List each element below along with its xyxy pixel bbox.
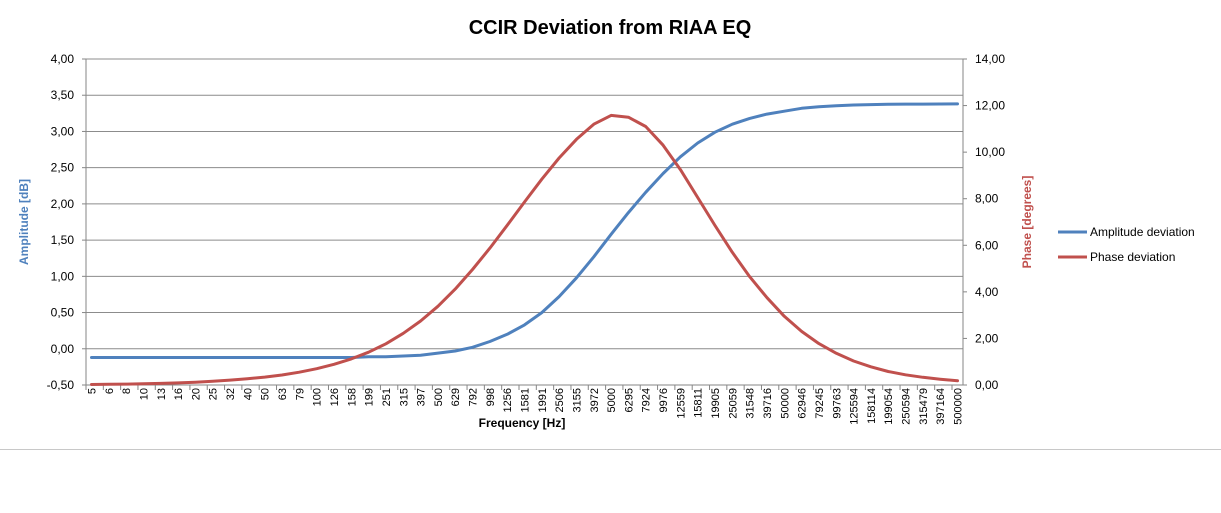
y-right-tick-label: 8,00 [975,192,999,206]
amplitude-series-line [90,102,959,359]
x-tick-label: 100 [312,388,324,406]
series-lines [90,102,959,386]
x-tick-label: 62946 [797,388,809,419]
x-tick-label: 315479 [918,388,930,425]
x-tick-label: 250594 [901,388,913,425]
x-tick-label: 199 [364,388,376,406]
y-left-tick-label: -0,50 [47,378,75,392]
x-tick-label: 315 [398,388,410,406]
x-tick-label: 6295 [623,388,635,412]
chart-title: CCIR Deviation from RIAA EQ [469,17,752,39]
y-left-tick-label: 2,00 [51,197,75,211]
x-tick-label: 397164 [935,388,947,425]
x-tick-label: 125594 [849,388,861,425]
y-axis-left-title: Amplitude [dB] [17,179,31,265]
x-tick-label: 251 [381,388,393,406]
y-left-tick-label: 0,00 [51,342,75,356]
x-tick-label: 15811 [693,388,705,418]
y-axis-right-title: Phase [degrees] [1020,176,1034,269]
sheet-bottom-border [0,449,1221,450]
phase-series-line [90,113,959,386]
x-tick-label: 63 [277,388,289,400]
x-tick-label: 158 [346,388,358,406]
x-tick-label: 126 [329,388,341,406]
x-tick-label: 1581 [520,388,532,412]
x-tick-label: 6 [104,388,116,394]
x-tick-label: 1991 [537,388,549,412]
x-tick-label: 16 [173,388,185,400]
y-left-tick-label: 3,00 [51,124,75,138]
x-tick-label: 32 [225,388,237,400]
y-right-tick-label: 12,00 [975,99,1005,113]
tick-labels: -0,50 0,00 0,50 1,00 1,50 2,00 2,50 3,00 3,50 4,0… [47,52,1006,425]
x-tick-label: 79 [294,388,306,400]
x-tick-label: 792 [468,388,480,406]
y-left-tick-label: 2,50 [51,161,75,175]
x-tick-label: 500 [433,388,445,406]
x-tick-label: 79245 [814,388,826,419]
y-left-tick-label: 0,50 [51,306,75,320]
x-tick-label: 629 [450,388,462,406]
y-right-tick-label: 0,00 [975,378,999,392]
y-right-tick-label: 4,00 [975,285,999,299]
x-tick-label: 5 [87,388,99,394]
axes [82,58,967,390]
y-right-tick-label: 2,00 [975,331,999,345]
y-right-tick-label: 10,00 [975,145,1005,159]
x-tick-label: 12559 [675,388,687,419]
x-tick-label: 50000 [779,388,791,419]
x-tick-label: 8 [121,388,133,394]
x-tick-label: 25 [208,388,220,400]
x-tick-label: 199054 [883,388,895,425]
legend: Amplitude deviation Phase deviation [1058,225,1195,264]
x-tick-label: 1256 [502,388,514,412]
x-tick-label: 3972 [589,388,601,412]
x-tick-label: 25059 [727,388,739,419]
x-tick-label: 9976 [658,388,670,412]
x-tick-label: 40 [242,388,254,400]
y-right-tick-label: 6,00 [975,238,999,252]
x-tick-label: 397 [416,388,428,406]
y-left-tick-label: 1,50 [51,233,75,247]
legend-label: Amplitude deviation [1090,225,1195,239]
x-tick-label: 39716 [762,388,774,419]
chart-background [0,0,1221,448]
x-tick-label: 2506 [554,388,566,412]
x-tick-label: 50 [260,388,272,400]
x-tick-label: 998 [485,388,497,406]
y-left-tick-label: 4,00 [51,52,75,66]
x-axis-title: Frequency [Hz] [479,416,566,430]
y-right-tick-label: 14,00 [975,52,1005,66]
legend-label: Phase deviation [1090,250,1175,264]
x-tick-label: 10 [138,388,150,400]
x-tick-label: 5000 [606,388,618,412]
x-tick-label: 99763 [831,388,843,419]
x-tick-label: 158114 [866,388,878,424]
x-tick-label: 20 [190,388,202,400]
y-left-tick-label: 3,50 [51,88,75,102]
x-tick-label: 19905 [710,388,722,419]
x-tick-label: 3155 [571,388,583,412]
x-tick-label: 31548 [745,388,757,419]
y-left-tick-label: 1,00 [51,269,75,283]
x-tick-label: 7924 [641,388,653,412]
x-tick-label: 13 [156,388,168,400]
x-tick-label: 500000 [953,388,965,425]
